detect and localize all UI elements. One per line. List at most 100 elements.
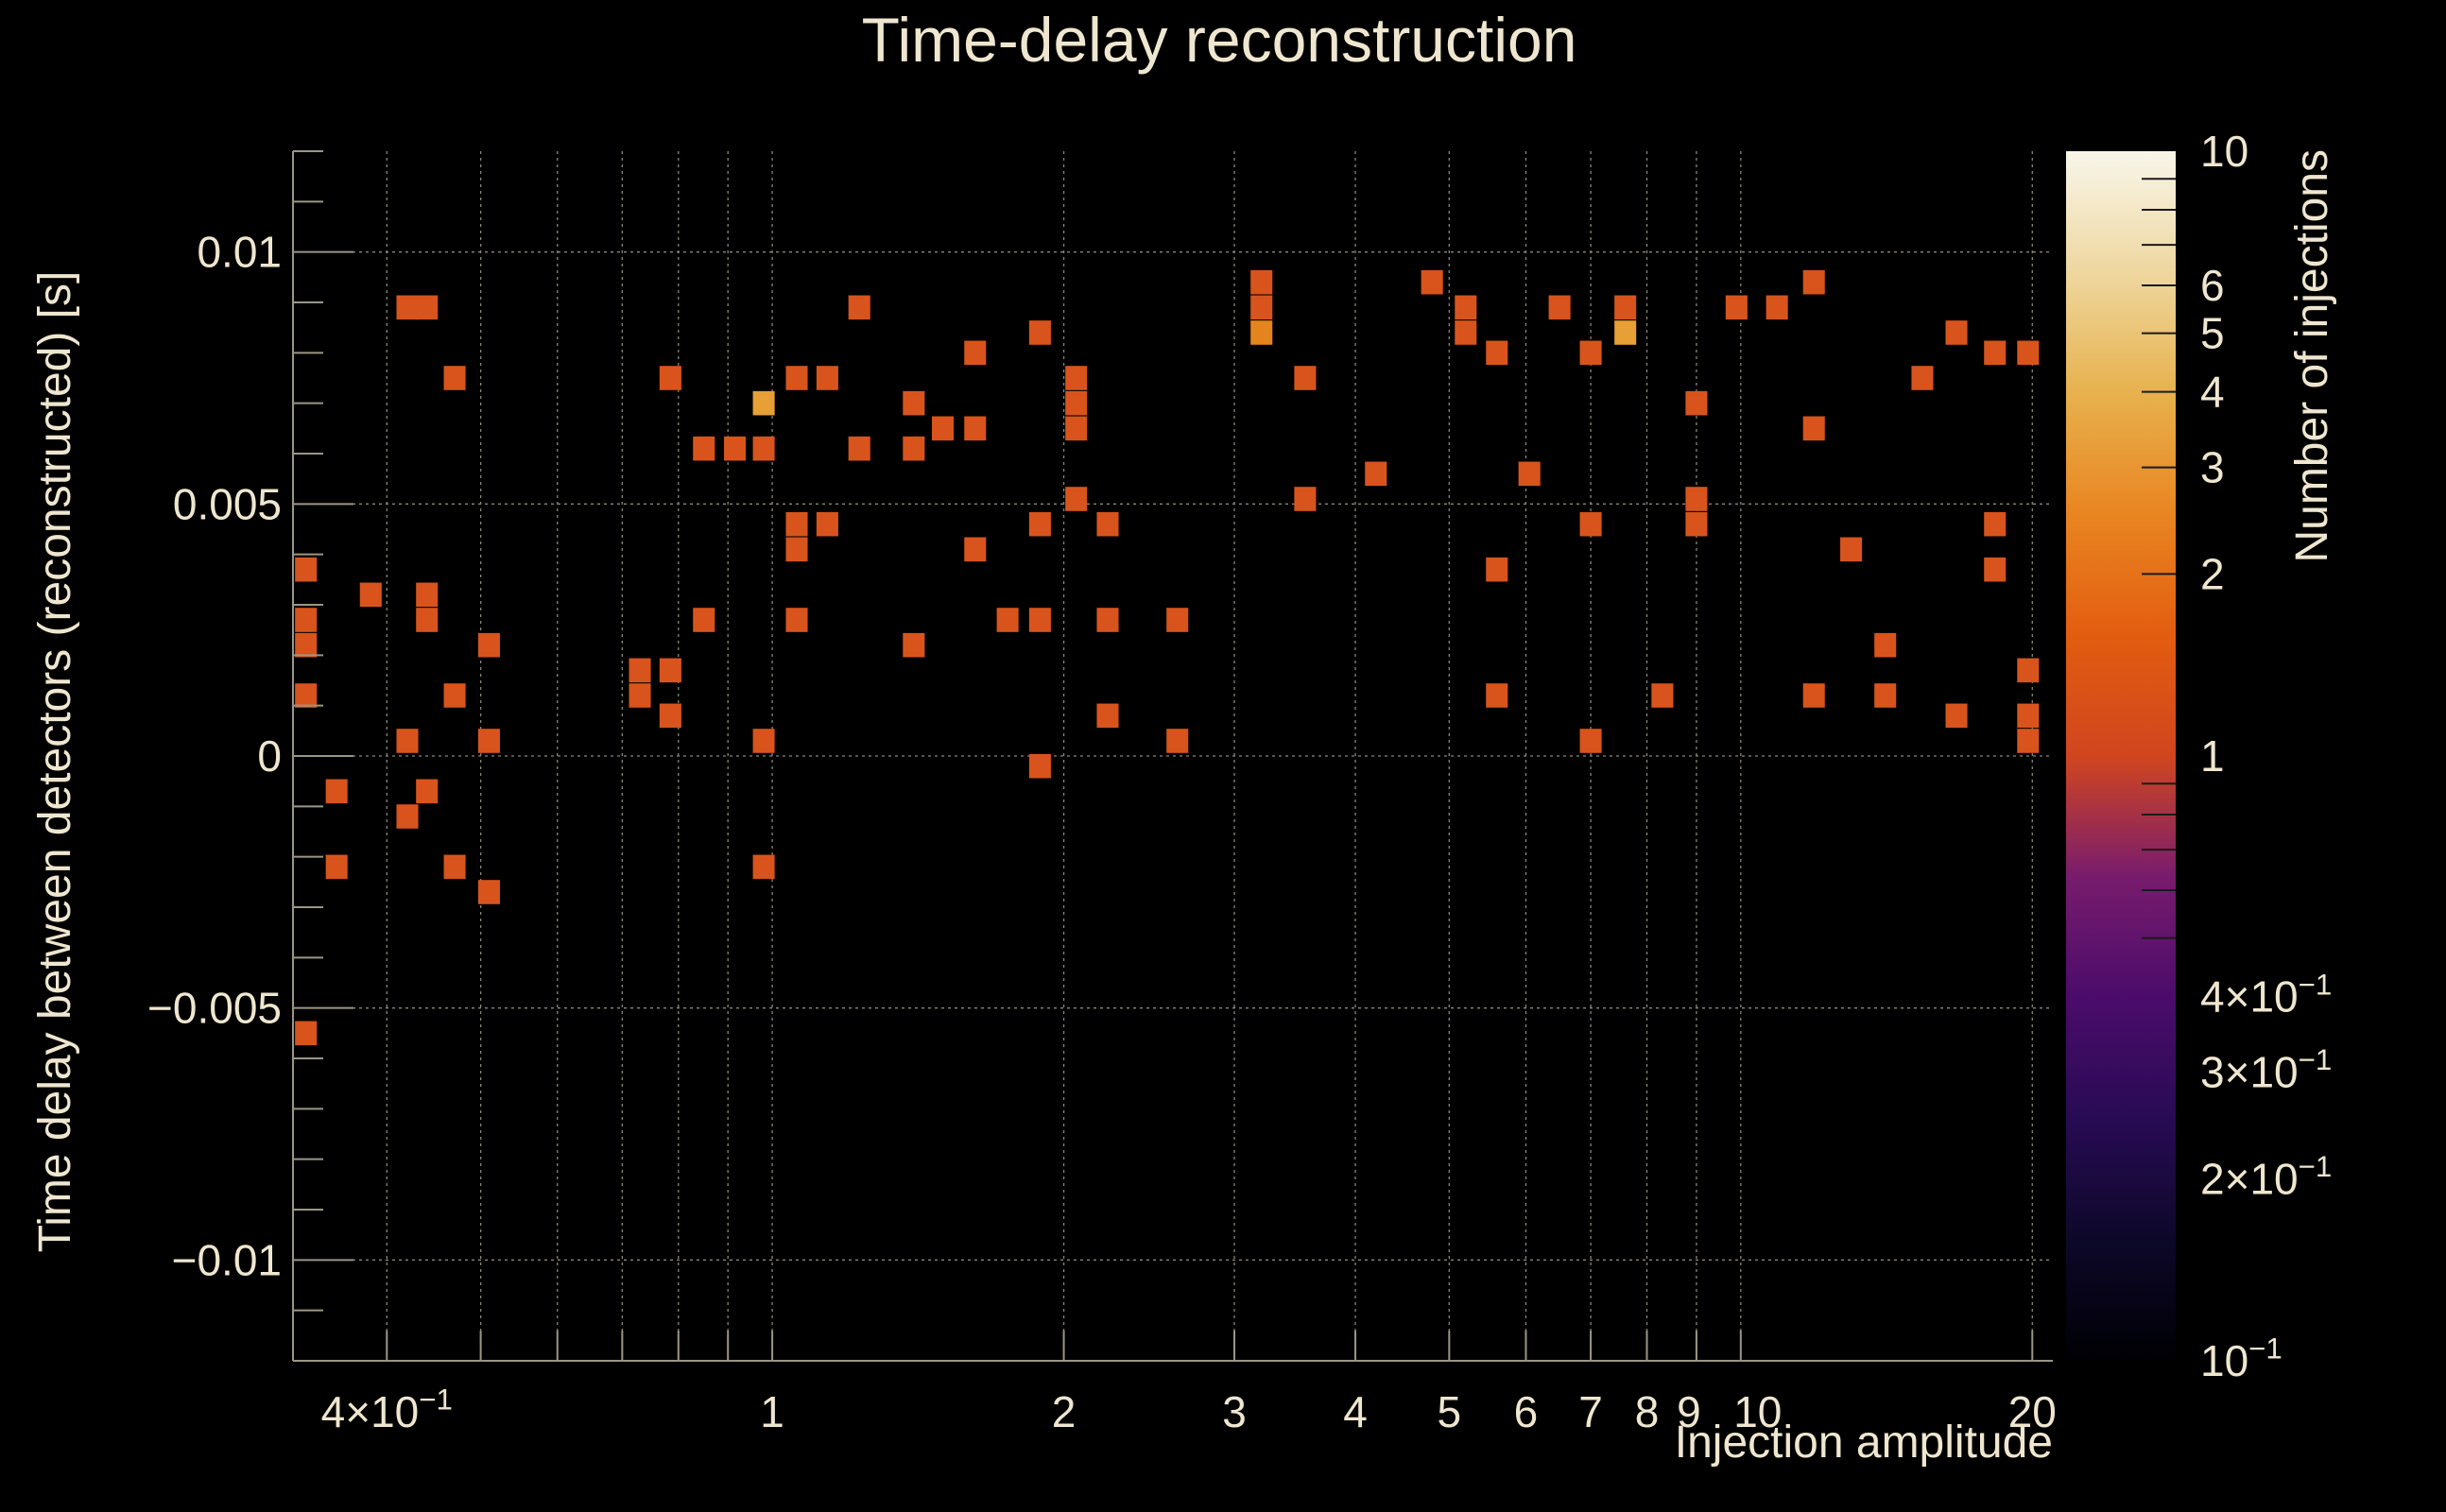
heatmap-cell <box>1096 703 1119 729</box>
heatmap-cell <box>1685 390 1708 416</box>
heatmap-cell <box>1294 366 1317 390</box>
heatmap-cell <box>903 390 925 416</box>
heatmap-cell <box>2017 658 2040 683</box>
chart-title: Time-delay reconstruction <box>862 5 1577 75</box>
x-tick-label: 4×10−1 <box>321 1383 453 1436</box>
heatmap-cell <box>477 632 500 658</box>
x-tick-label: 9 <box>1677 1387 1701 1436</box>
heatmap-cell <box>752 854 775 880</box>
heatmap-cell <box>1651 683 1674 708</box>
colorbar-tick-label: 3 <box>2200 443 2225 492</box>
heatmap-cell <box>1486 340 1508 366</box>
heatmap-cell <box>1579 340 1602 366</box>
y-tick-label: −0.005 <box>147 984 282 1033</box>
x-axis-label: Injection amplitude <box>1675 1418 2053 1468</box>
x-tick-labels: 4×10−1 1 2 3 4 5 6 7 8 9 10 20 <box>321 1383 2057 1436</box>
colorbar-tick-label: 2 <box>2200 549 2225 598</box>
colorbar-tick-label: 10 <box>2200 127 2248 176</box>
heatmap-cell <box>1486 683 1508 708</box>
heatmap-cell <box>903 632 925 658</box>
y-tick-label: −0.01 <box>172 1235 282 1284</box>
heatmap-cell <box>477 729 500 753</box>
heatmap-cell <box>1766 295 1788 320</box>
colorbar-tick-label: 4×10−1 <box>2200 968 2332 1021</box>
x-tick-label: 20 <box>2008 1387 2057 1436</box>
heatmap-cell <box>416 582 439 608</box>
heatmap-cell <box>996 608 1019 632</box>
heatmap-cell <box>1579 729 1602 753</box>
heatmap-cell <box>964 416 987 441</box>
heatmap-cell <box>1984 511 2007 537</box>
heatmap-cell <box>1065 366 1088 390</box>
grid-lines <box>293 151 2053 1361</box>
heatmap-cell <box>1065 416 1088 441</box>
heatmap-cell <box>295 632 318 658</box>
heatmap-cell <box>396 295 419 320</box>
heatmap-cell <box>816 511 838 537</box>
heatmap-cell <box>1945 703 1968 729</box>
heatmap-cell <box>752 390 775 416</box>
heatmap-cell <box>1028 320 1051 345</box>
colorbar-tick-label: 1 <box>2200 731 2225 781</box>
heatmap-cell <box>2017 703 2040 729</box>
heatmap-cell <box>1028 511 1051 537</box>
colorbar-tick-label: 5 <box>2200 309 2225 358</box>
heatmap-cell <box>848 436 870 461</box>
heatmap-cell <box>1685 487 1708 511</box>
heatmap-cell <box>752 729 775 753</box>
heatmap-cell <box>325 779 348 804</box>
y-tick-label: 0 <box>257 731 282 781</box>
heatmap-cell <box>964 537 987 562</box>
heatmap-cell <box>1874 632 1897 658</box>
y-tick-label: 0.005 <box>173 479 282 528</box>
y-tick-labels: 0.01 0.005 0 −0.005 −0.01 <box>147 228 282 1285</box>
heatmap-cell <box>416 779 439 804</box>
heatmap-cell <box>295 608 318 632</box>
heatmap-cell <box>964 340 987 366</box>
heatmap-cell <box>724 436 747 461</box>
heatmap-cell <box>1455 295 1477 320</box>
heatmap-cell <box>1945 320 1968 345</box>
heatmap-cell <box>1984 557 2007 582</box>
colorbar-label: Number of injections <box>2287 149 2337 563</box>
colorbar <box>2066 151 2176 1361</box>
heatmap-cell <box>1579 511 1602 537</box>
heatmap-cell <box>785 537 808 562</box>
heatmap-cell <box>1028 753 1051 779</box>
x-tick-label: 5 <box>1438 1387 1462 1436</box>
heatmap-cells <box>295 269 2040 1046</box>
heatmap-cell <box>785 366 808 390</box>
heatmap-cell <box>396 729 419 753</box>
heatmap-cell <box>295 1021 318 1046</box>
heatmap-cell <box>1294 487 1317 511</box>
heatmap-cell <box>693 436 715 461</box>
heatmap-cell <box>816 366 838 390</box>
heatmap-cell <box>1802 683 1825 708</box>
heatmap-cell <box>785 511 808 537</box>
heatmap-cell <box>1166 729 1189 753</box>
x-tick-label: 1 <box>760 1387 784 1436</box>
heatmap-cell <box>443 366 466 390</box>
y-axis-label: Time delay between detectors (reconstruc… <box>30 271 80 1253</box>
heatmap-cell <box>1840 537 1863 562</box>
heatmap-cell <box>629 658 651 683</box>
axes <box>292 150 2053 1362</box>
colorbar-tick-label: 2×10−1 <box>2200 1150 2332 1203</box>
heatmap-cell <box>1614 320 1637 345</box>
heatmap-cell <box>443 683 466 708</box>
heatmap-cell <box>359 582 382 608</box>
heatmap-cell <box>693 608 715 632</box>
heatmap-cell <box>396 804 419 829</box>
colorbar-tick-label: 3×10−1 <box>2200 1043 2332 1096</box>
x-tick-label: 6 <box>1514 1387 1539 1436</box>
heatmap-cell <box>1096 608 1119 632</box>
heatmap-cell <box>903 436 925 461</box>
heatmap-cell <box>1065 487 1088 511</box>
colorbar-tick-label: 10−1 <box>2200 1332 2282 1385</box>
x-tick-label: 8 <box>1635 1387 1660 1436</box>
heatmap-cell <box>752 436 775 461</box>
heatmap-cell <box>1455 320 1477 345</box>
heatmap-cell <box>659 366 681 390</box>
heatmap-cell <box>1614 295 1637 320</box>
